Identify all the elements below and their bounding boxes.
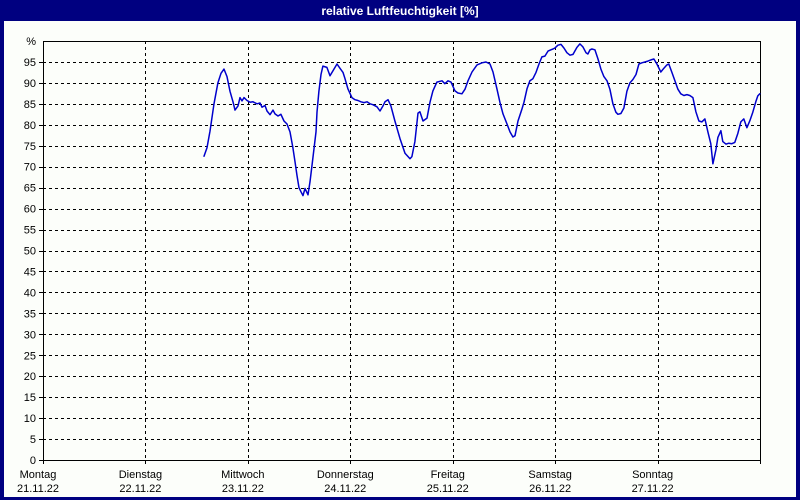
x-date-label: 22.11.22 (119, 483, 161, 495)
y-tick-label: 5 (30, 434, 36, 446)
x-date-label: 24.11.22 (324, 483, 366, 495)
x-day-label: Montag (20, 469, 57, 481)
plot-border (43, 41, 761, 461)
y-tick-label: 45 (24, 266, 36, 278)
y-tick-label: 85 (24, 99, 36, 111)
y-tick-label: 95 (24, 57, 36, 69)
x-date-label: 23.11.22 (222, 483, 264, 495)
y-tick-label: 15 (24, 392, 36, 404)
y-tick-label: 60 (24, 204, 36, 216)
y-tick-label: 80 (24, 120, 36, 132)
x-date-label: 27.11.22 (632, 483, 674, 495)
y-tick-label: 30 (24, 329, 36, 341)
y-tick-label: 65 (24, 183, 36, 195)
x-day-label: Freitag (431, 469, 465, 481)
chart-panel: 0 5 10 15 20 25 30 35 40 45 50 55 60 65 70 75 80 85 90 95% M… (4, 21, 796, 497)
y-tick-label: 50 (24, 246, 36, 258)
y-tick-label: 55 (24, 225, 36, 237)
x-day-label: Samstag (528, 469, 571, 481)
x-day-label: Sonntag (632, 469, 673, 481)
x-date-label: 26.11.22 (529, 483, 571, 495)
x-day-label: Donnerstag (317, 469, 374, 481)
y-tick-label: 75 (24, 141, 36, 153)
humidity-line-chart: 0 5 10 15 20 25 30 35 40 45 50 55 60 65 70 75 80 85 90 95% M… (17, 36, 761, 495)
humidity-series-line (203, 43, 761, 197)
y-tick-label: 10 (24, 413, 36, 425)
x-date-label: 25.11.22 (427, 483, 469, 495)
y-tick-label: 20 (24, 371, 36, 383)
y-tick-label: 70 (24, 162, 36, 174)
x-day-label: Dienstag (119, 469, 162, 481)
y-tick-label: 0 (30, 455, 36, 467)
y-axis-unit-label: % (26, 36, 36, 48)
x-day-label: Mittwoch (221, 469, 264, 481)
y-tick-label: 40 (24, 287, 36, 299)
title-bar: relative Luftfeuchtigkeit [%] (0, 0, 800, 21)
y-tick-label: 35 (24, 308, 36, 320)
window-title: relative Luftfeuchtigkeit [%] (321, 3, 479, 18)
y-tick-label: 90 (24, 78, 36, 90)
y-tick-label: 25 (24, 350, 36, 362)
x-date-label: 21.11.22 (17, 483, 59, 495)
